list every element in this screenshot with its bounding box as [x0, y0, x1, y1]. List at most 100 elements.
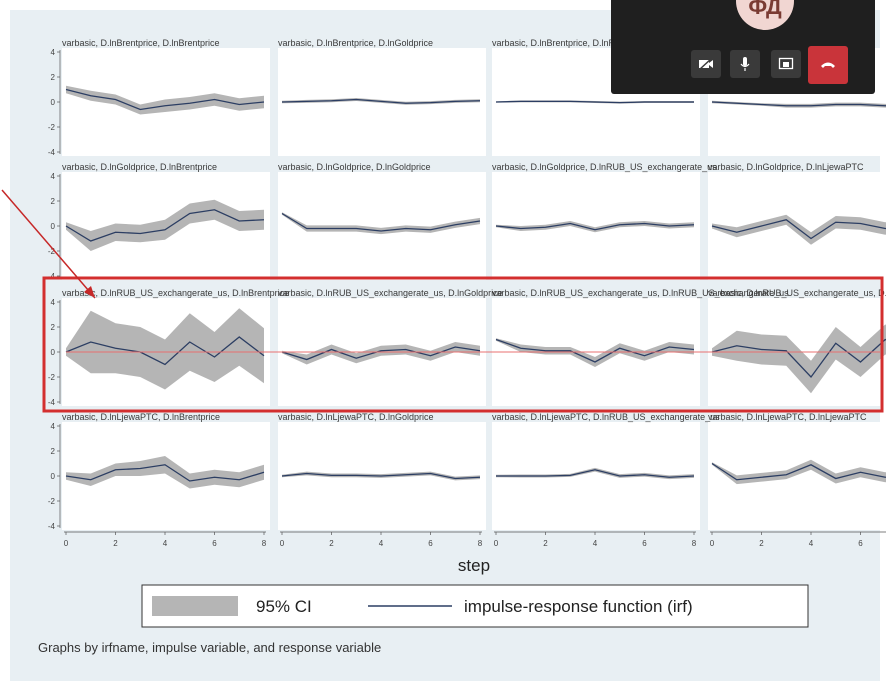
x-tick-label: 8 [262, 539, 267, 548]
x-tick-label: 4 [163, 539, 168, 548]
y-tick-label: 2 [51, 447, 56, 456]
panel-6: varbasic, D.lnGoldprice, D.lnGoldprice [278, 162, 486, 280]
panel-title: varbasic, D.lnGoldprice, D.lnLjewaPTC [708, 162, 864, 172]
x-axis-label: step [458, 556, 490, 575]
y-tick-label: 2 [51, 197, 56, 206]
irf-line [65, 209, 265, 242]
graph-note: Graphs by irfname, impulse variable, and… [38, 640, 381, 655]
x-tick-label: 2 [543, 539, 548, 548]
annotation-arrowhead [84, 286, 95, 298]
panel-title: varbasic, D.lnLjewaPTC, D.lnBrentprice [62, 412, 220, 422]
video-off-icon [698, 57, 713, 71]
irf-line [281, 98, 481, 104]
x-tick-label: 0 [280, 539, 285, 548]
microphone-icon [740, 57, 750, 71]
end-call-button[interactable] [808, 46, 848, 84]
video-off-button[interactable] [691, 50, 721, 78]
panel-1: varbasic, D.lnBrentprice, D.lnBrentprice… [48, 38, 270, 157]
x-tick-label: 0 [494, 539, 499, 548]
panel-7: varbasic, D.lnGoldprice, D.lnRUB_US_exch… [492, 162, 717, 280]
panel-title: varbasic, D.lnLjewaPTC, D.lnLjewaPTC [708, 412, 867, 422]
panel-title: varbasic, D.lnRUB_US_exchangerate_us, D.… [278, 288, 503, 298]
panel-14: varbasic, D.lnLjewaPTC, D.lnGoldprice [278, 412, 486, 530]
panel-title: varbasic, D.lnGoldprice, D.lnBrentprice [62, 162, 217, 172]
panel-2: varbasic, D.lnBrentprice, D.lnGoldprice [278, 38, 486, 156]
x-tick-label: 4 [809, 539, 814, 548]
panel-title: varbasic, D.lnLjewaPTC, D.lnGoldprice [278, 412, 434, 422]
legend-line-label: impulse-response function (irf) [464, 597, 693, 616]
y-tick-label: 0 [51, 222, 56, 231]
microphone-button[interactable] [730, 50, 760, 78]
irf-line [65, 88, 265, 111]
irf-line [711, 338, 886, 379]
y-tick-label: 4 [51, 48, 56, 57]
y-tick-label: 4 [51, 172, 56, 181]
x-tick-label: 6 [428, 539, 433, 548]
irf-line [65, 464, 265, 482]
panel-title: varbasic, D.lnRUB_US_exchangerate_us, D.… [62, 288, 289, 298]
x-tick-label: 2 [113, 539, 118, 548]
x-tick-label: 8 [478, 539, 483, 548]
ci-band [66, 85, 264, 115]
ci-band [66, 199, 264, 251]
panel-9: varbasic, D.lnRUB_US_exchangerate_us, D.… [48, 288, 289, 407]
irf-line [495, 222, 695, 231]
ci-band [282, 342, 480, 365]
y-tick-label: -2 [48, 247, 56, 256]
irf-line [281, 346, 481, 361]
x-tick-label: 4 [379, 539, 384, 548]
panel-16: varbasic, D.lnLjewaPTC, D.lnLjewaPTC [708, 412, 886, 530]
panel-title: varbasic, D.lnGoldprice, D.lnGoldprice [278, 162, 431, 172]
y-tick-label: 4 [51, 422, 56, 431]
y-tick-label: -2 [48, 497, 56, 506]
ci-band [712, 324, 886, 394]
y-tick-label: 2 [51, 73, 56, 82]
irf-line [281, 472, 481, 480]
x-tick-label: 0 [64, 539, 69, 548]
y-tick-label: 0 [51, 472, 56, 481]
panel-10: varbasic, D.lnRUB_US_exchangerate_us, D.… [278, 288, 503, 406]
y-tick-label: -2 [48, 373, 56, 382]
irf-line [711, 101, 886, 107]
irf-line [711, 462, 886, 481]
ci-band [66, 308, 264, 390]
x-tick-label: 6 [642, 539, 647, 548]
screen-share-button[interactable] [771, 50, 801, 78]
irf-line [495, 338, 695, 363]
y-tick-label: -4 [48, 522, 56, 531]
panel-12: varbasic, D.lnRUB_US_exchangerate_us, D.… [708, 288, 886, 406]
end-call-icon [821, 62, 835, 68]
irf-line [495, 100, 694, 104]
irf-line [65, 336, 265, 366]
legend-ci-swatch [152, 596, 238, 616]
panel-title: varbasic, D.lnBrentprice, D.lnBrentprice [62, 38, 220, 48]
panel-title: varbasic, D.lnRUB_US_exchangerate_us, D.… [492, 288, 789, 298]
panel-title: varbasic, D.lnRUB_US_exchangerate_us, D.… [708, 288, 886, 298]
y-tick-label: -4 [48, 398, 56, 407]
panel-15: varbasic, D.lnLjewaPTC, D.lnRUB_US_excha… [492, 412, 720, 530]
x-tick-label: 2 [329, 539, 334, 548]
ci-band [66, 456, 264, 489]
annotation-arrow [1, 189, 96, 299]
irf-line [711, 219, 886, 240]
x-tick-label: 6 [858, 539, 863, 548]
legend: 95% CI impulse-response function (irf) [141, 584, 809, 628]
legend-box [141, 584, 809, 628]
video-call-widget: ФД [611, 0, 875, 94]
highlight-box [42, 276, 884, 413]
x-tick-label: 0 [710, 539, 715, 548]
y-tick-label: 0 [51, 98, 56, 107]
x-tick-label: 2 [759, 539, 764, 548]
panel-title: varbasic, D.lnBrentprice, D.lnGoldprice [278, 38, 433, 48]
y-tick-label: 0 [51, 348, 56, 357]
ci-band [712, 100, 886, 108]
x-tick-label: 4 [593, 539, 598, 548]
axis-layer: 0 2 4 6 8 0 2 4 6 8 0 2 4 6 8 0 2 4 6 [64, 531, 886, 548]
panel-title: varbasic, D.lnGoldprice, D.lnRUB_US_exch… [492, 162, 717, 172]
ci-band [496, 338, 694, 367]
x-tick-label: 6 [212, 539, 217, 548]
y-tick-label: 4 [51, 298, 56, 307]
irf-line [496, 469, 695, 478]
